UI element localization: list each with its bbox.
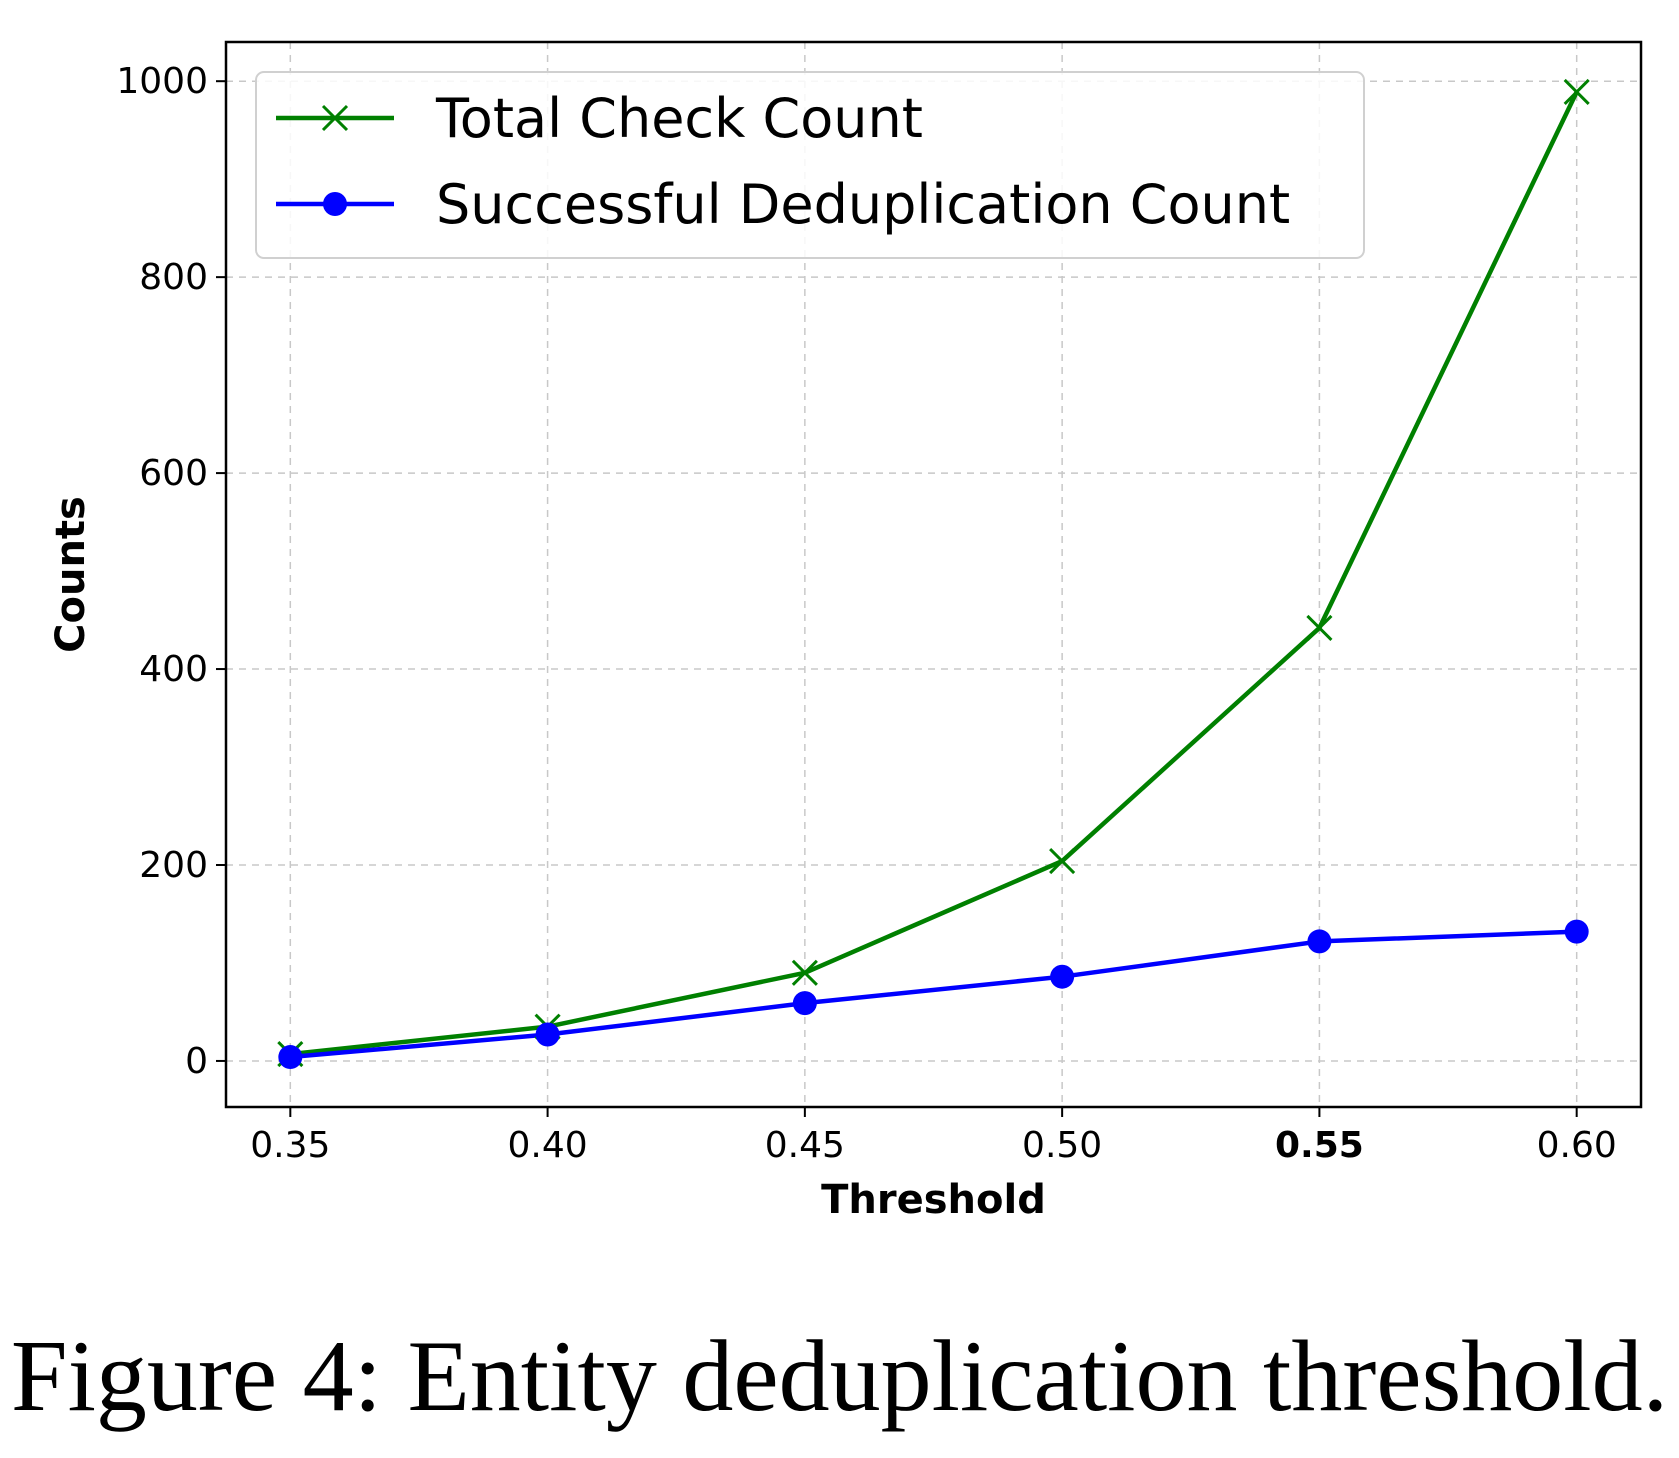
x-tick-label: 0.60	[1537, 1125, 1617, 1166]
x-tick-label: 0.35	[250, 1125, 330, 1166]
y-tick-label: 200	[139, 845, 208, 886]
data-point-circle-marker	[1564, 919, 1589, 944]
data-point-x-marker	[791, 959, 818, 986]
figure-caption: Figure 4: Entity deduplication threshold…	[10, 1320, 1669, 1433]
y-tick-label: 1000	[116, 61, 208, 102]
x-axis: 0.35 0.40 0.45 0.50 0.55 0.60	[250, 1107, 1617, 1166]
data-point-circle-marker	[278, 1045, 303, 1070]
x-tick-label: 0.50	[1022, 1125, 1102, 1166]
y-tick-label: 600	[139, 453, 208, 494]
legend-box	[255, 71, 1365, 259]
data-point-x-marker	[1306, 614, 1333, 641]
series-line-0	[290, 90, 1579, 1057]
y-axis: 0 200 400 600 800 1000	[116, 61, 226, 1082]
plot-frame	[224, 40, 1643, 1109]
data-point-circle-marker	[535, 1022, 560, 1047]
series-lines	[290, 90, 1579, 1060]
y-tick-label: 400	[139, 649, 208, 690]
legend-label: Successful Deduplication Count	[436, 173, 1290, 236]
data-point-circle-marker	[1050, 964, 1075, 989]
series-markers	[277, 78, 1590, 1070]
y-axis-title: Counts	[48, 496, 94, 653]
data-point-x-marker	[1049, 848, 1076, 875]
legend-x-marker	[321, 104, 349, 132]
x-axis-title: Threshold	[821, 1177, 1046, 1223]
line-chart: 0.35 0.40 0.45 0.50 0.55 0.60 0 200 400 600 800 10…	[48, 40, 1643, 1223]
series-line-1	[290, 929, 1577, 1060]
data-point-x-marker	[1563, 78, 1590, 106]
y-tick-label: 800	[139, 257, 208, 298]
data-point-circle-marker	[1307, 929, 1332, 954]
data-point-circle-marker	[792, 991, 817, 1016]
x-tick-label: 0.45	[765, 1125, 845, 1166]
y-tick-label: 0	[185, 1041, 208, 1082]
legend: Total Check Count Successful Deduplicatio…	[255, 71, 1365, 259]
legend-circle-marker	[323, 192, 347, 216]
legend-label: Total Check Count	[435, 87, 923, 150]
x-tick-label-highlighted: 0.55	[1275, 1125, 1364, 1166]
x-tick-label: 0.40	[508, 1125, 588, 1166]
